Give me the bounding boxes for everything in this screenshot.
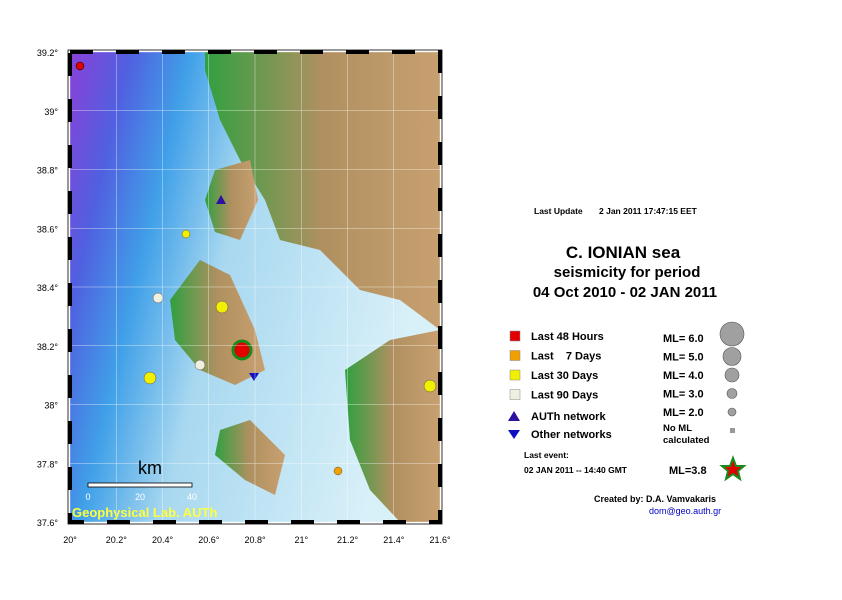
grid — [70, 52, 440, 522]
period-symbol — [509, 330, 521, 342]
event — [194, 359, 206, 371]
no-ml-2: calculated — [663, 435, 710, 446]
zakynthos — [215, 420, 285, 495]
subtitle: seismicity for period — [554, 264, 701, 281]
lat-label: 38° — [44, 401, 58, 411]
scale-label: 0 — [85, 492, 90, 502]
lat-label: 39.2° — [37, 48, 59, 58]
scale-label: 20 — [135, 492, 145, 502]
last-event-magnitude: ML=3.8 — [669, 465, 707, 477]
magnitude-symbol — [726, 388, 738, 399]
period-label: Last 7 Days — [531, 351, 601, 363]
last-event-time: 02 JAN 2011 -- 14:40 GMT — [524, 465, 628, 475]
lat-label: 38.6° — [37, 224, 59, 234]
lat-label: 39° — [44, 107, 58, 117]
scale-bar — [87, 482, 193, 488]
magnitude-symbol — [724, 367, 740, 383]
period-label: Last 90 Days — [531, 390, 598, 402]
network-symbol — [508, 430, 520, 439]
scale-unit: km — [138, 458, 162, 478]
period-symbol — [509, 369, 521, 381]
period-label: Last 30 Days — [531, 370, 598, 382]
last-event-star — [719, 455, 747, 482]
event — [333, 466, 343, 476]
event — [181, 229, 191, 239]
period: 04 Oct 2010 - 02 JAN 2011 — [533, 284, 717, 301]
period-symbol — [509, 350, 521, 361]
event — [152, 292, 164, 304]
author: Created by: D.A. Vamvakaris — [594, 494, 716, 504]
magnitude-label: ML= 6.0 — [663, 333, 704, 345]
lon-label: 20° — [63, 535, 77, 545]
lat-label: 38.4° — [37, 283, 59, 293]
last-event-label: Last event: — [524, 450, 569, 460]
event — [423, 379, 437, 393]
map — [70, 52, 440, 522]
map-frame — [68, 50, 442, 524]
lon-label: 21.2° — [337, 535, 359, 545]
magnitude-label: ML= 2.0 — [663, 407, 704, 419]
scale-label: 40 — [187, 492, 197, 502]
event — [75, 61, 85, 71]
mainland — [205, 52, 440, 330]
title: C. IONIAN sea — [566, 243, 681, 262]
credit: Geophysical Lab. AUTh — [72, 505, 217, 520]
network-label: Other networks — [531, 429, 612, 441]
other-station — [249, 373, 259, 381]
network-symbol — [508, 411, 520, 421]
lat-label: 37.6° — [37, 518, 59, 528]
map-border — [67, 49, 443, 525]
update-time: 2 Jan 2011 17:47:15 EET — [599, 206, 698, 216]
lon-label: 20.6° — [198, 535, 220, 545]
last-event-marker — [231, 339, 253, 361]
no-ml-1: No ML — [663, 423, 692, 434]
magnitude-symbol — [722, 347, 742, 366]
lat-label: 38.2° — [37, 342, 59, 352]
peloponnese — [345, 330, 440, 522]
auth-station — [216, 195, 226, 204]
magnitude-label: ML= 4.0 — [663, 370, 704, 382]
period-label: Last 48 Hours — [531, 331, 604, 343]
event — [143, 371, 157, 385]
magnitude-symbol — [727, 407, 737, 417]
lon-label: 20.8° — [244, 535, 266, 545]
no-ml-symbol — [730, 428, 735, 433]
email: dom@geo.auth.gr — [649, 506, 721, 516]
period-symbol — [509, 389, 521, 400]
lon-label: 20.4° — [152, 535, 174, 545]
lon-label: 21.4° — [383, 535, 405, 545]
lon-label: 21.6° — [429, 535, 451, 545]
network-label: AUTh network — [531, 411, 606, 423]
lon-label: 21° — [294, 535, 308, 545]
lon-label: 20.2° — [106, 535, 128, 545]
magnitude-label: ML= 3.0 — [663, 389, 704, 401]
lat-label: 38.8° — [37, 166, 59, 176]
lefkada — [205, 160, 258, 240]
update-label: Last Update — [534, 206, 583, 216]
magnitude-label: ML= 5.0 — [663, 352, 704, 364]
lat-label: 37.8° — [37, 459, 59, 469]
event — [215, 300, 229, 314]
magnitude-symbol — [719, 321, 745, 347]
